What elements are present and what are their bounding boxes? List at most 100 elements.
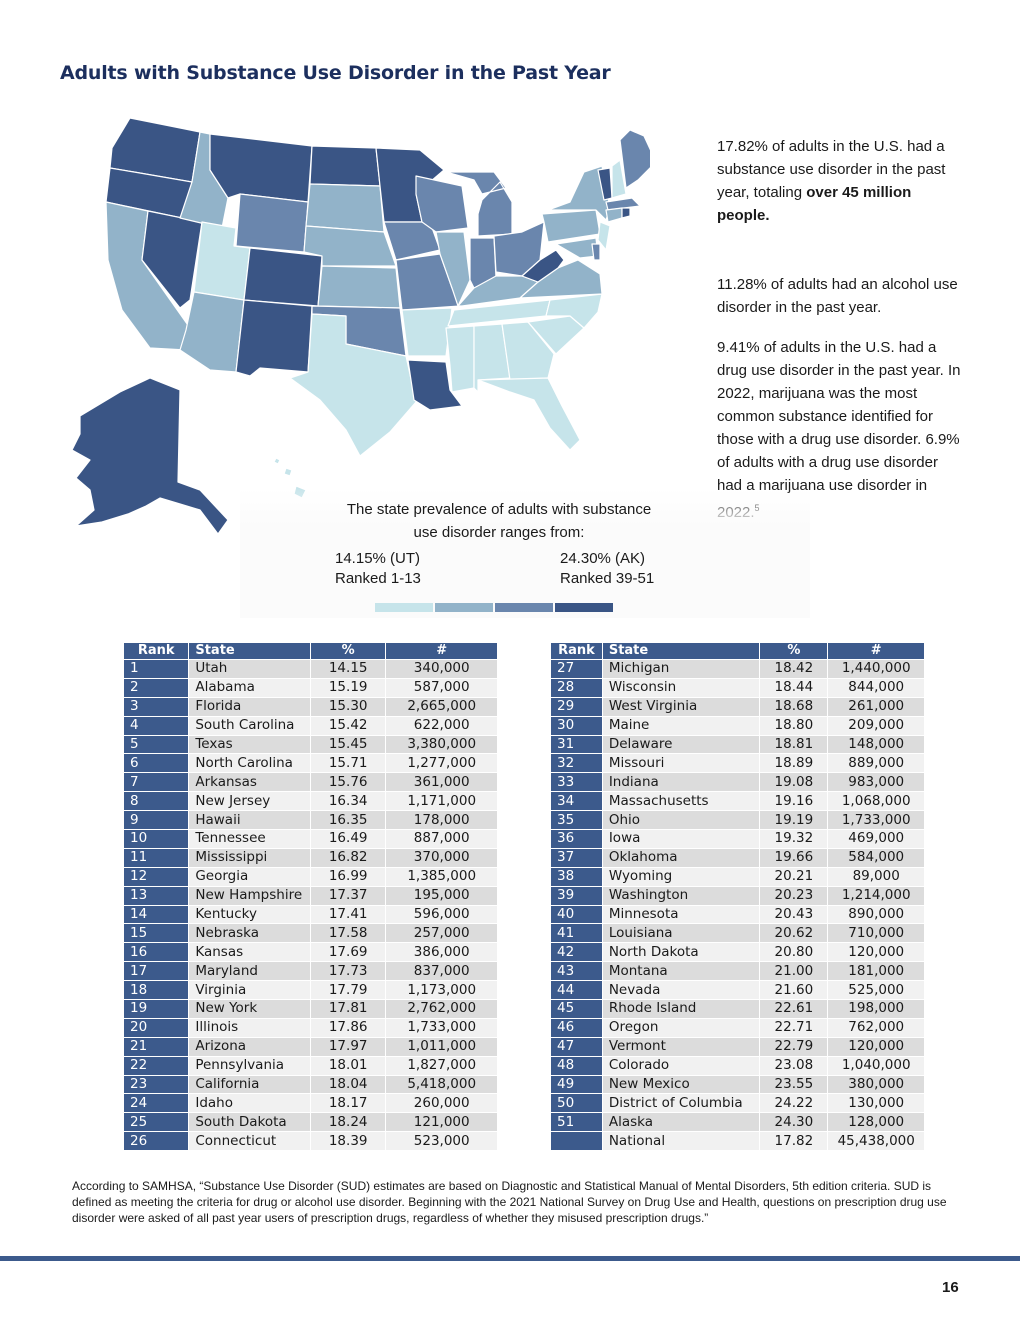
source-footnote: According to SAMHSA, “Substance Use Diso… [72,1179,947,1225]
state-cell: West Virginia [601,696,761,717]
state-cell: New Mexico [601,1074,761,1095]
header-state: State [188,642,311,660]
table-row: 26 Connecticut 18.39 523,000 [122,1131,498,1152]
percent-cell: 17.81 [309,999,387,1019]
rank-cell: 40 [550,904,603,925]
rank-cell: 10 [122,829,190,849]
percent-cell: 19.08 [759,772,829,793]
table-row: 37 Oklahoma 19.66 584,000 [550,847,925,868]
table-row: 28 Wisconsin 18.44 844,000 [550,677,925,698]
state-cell: Delaware [601,734,761,755]
state-cell: Virginia [188,980,311,1001]
map-state-north-dakota [309,145,381,187]
state-cell: Montana [601,961,761,982]
state-cell: Texas [188,734,311,755]
map-state-south-dakota [305,183,385,233]
table-row: 34 Massachusetts 19.16 1,068,000 [550,791,925,812]
state-cell: National [601,1131,761,1152]
page-number: 16 [942,1279,959,1296]
count-cell: 120,000 [827,1036,925,1057]
rank-cell: 23 [122,1074,190,1095]
count-cell: 1,277,000 [385,753,498,774]
percent-cell: 18.24 [309,1112,387,1133]
state-cell: California [188,1074,311,1095]
table-row: 7 Arkansas 15.76 361,000 [122,772,498,793]
map-state-arizona [179,291,245,373]
percent-cell: 17.97 [309,1036,387,1057]
percent-cell: 18.68 [759,696,829,717]
map-state-colorado [243,247,323,307]
count-cell: 45,438,000 [827,1131,925,1152]
us-choropleth-map [71,117,650,535]
percent-cell: 19.19 [759,810,829,831]
percent-cell: 15.76 [309,772,387,793]
state-cell: New Hampshire [188,885,311,906]
table-row: 13 New Hampshire 17.37 195,000 [122,885,498,906]
count-cell: 523,000 [385,1131,498,1152]
count-cell: 710,000 [827,923,925,944]
state-cell: Oregon [601,1017,761,1038]
percent-cell: 23.55 [759,1074,829,1095]
rank-cell: 30 [550,715,603,736]
map-state-maryland [555,237,599,259]
percent-cell: 20.43 [759,904,829,925]
percent-cell: 17.86 [309,1017,387,1038]
percent-cell: 17.79 [309,980,387,1001]
state-cell: Utah [188,659,311,679]
count-cell: 120,000 [827,942,925,963]
count-cell: 257,000 [385,923,498,944]
percent-cell: 18.89 [759,753,829,774]
table-row: 42 North Dakota 20.80 120,000 [550,942,925,963]
header-percent: % [759,642,829,660]
percent-cell: 22.61 [759,999,829,1019]
stat-paragraph-sud: 17.82% of adults in the U.S. had a subst… [717,135,967,227]
range-title: The state prevalence of adults with subs… [346,501,652,541]
rank-cell: 19 [122,999,190,1019]
rank-cell: 50 [550,1093,603,1114]
count-cell: 178,000 [385,810,498,831]
count-cell: 260,000 [385,1093,498,1114]
rank-cell: 4 [122,715,190,736]
percent-cell: 23.08 [759,1055,829,1076]
percent-cell: 19.66 [759,847,829,868]
range-high-value: 24.30% (AK) [560,550,646,567]
percent-cell: 18.44 [759,677,829,698]
state-cell: Nevada [601,980,761,1001]
count-cell: 596,000 [385,904,498,925]
map-state-wisconsin [415,175,469,233]
percent-cell: 15.30 [309,696,387,717]
rank-cell: 35 [550,810,603,831]
table-row: 12 Georgia 16.99 1,385,000 [122,866,498,887]
count-cell: 181,000 [827,961,925,982]
percent-cell: 18.01 [309,1055,387,1076]
state-cell: Washington [601,885,761,906]
table-row: 11 Mississippi 16.82 370,000 [122,847,498,868]
state-cell: Mississippi [188,847,311,868]
percent-cell: 17.37 [309,885,387,906]
legend-swatch-4 [555,603,613,612]
table-row: 33 Indiana 19.08 983,000 [550,772,925,793]
percent-cell: 18.81 [759,734,829,755]
state-cell: Hawaii [188,810,311,831]
map-state-kansas [317,265,401,309]
rank-cell: 34 [550,791,603,812]
count-cell: 983,000 [827,772,925,793]
table-row: 22 Pennsylvania 18.01 1,827,000 [122,1055,498,1076]
rank-cell: 49 [550,1074,603,1095]
map-state-massachusetts [605,197,641,211]
map-state-mississippi [445,325,475,393]
state-cell: Ohio [601,810,761,831]
state-cell: Rhode Island [601,999,761,1019]
map-state-florida [477,377,581,451]
count-cell: 525,000 [827,980,925,1001]
rank-cell: 32 [550,753,603,774]
rank-cell: 43 [550,961,603,982]
count-cell: 340,000 [385,659,498,679]
count-cell: 198,000 [827,999,925,1019]
percent-cell: 18.39 [309,1131,387,1152]
percent-cell: 19.32 [759,829,829,849]
count-cell: 1,440,000 [827,659,925,679]
table-row: National 17.82 45,438,000 [550,1131,925,1152]
map-state-new-jersey [597,221,611,251]
state-cell: Iowa [601,829,761,849]
